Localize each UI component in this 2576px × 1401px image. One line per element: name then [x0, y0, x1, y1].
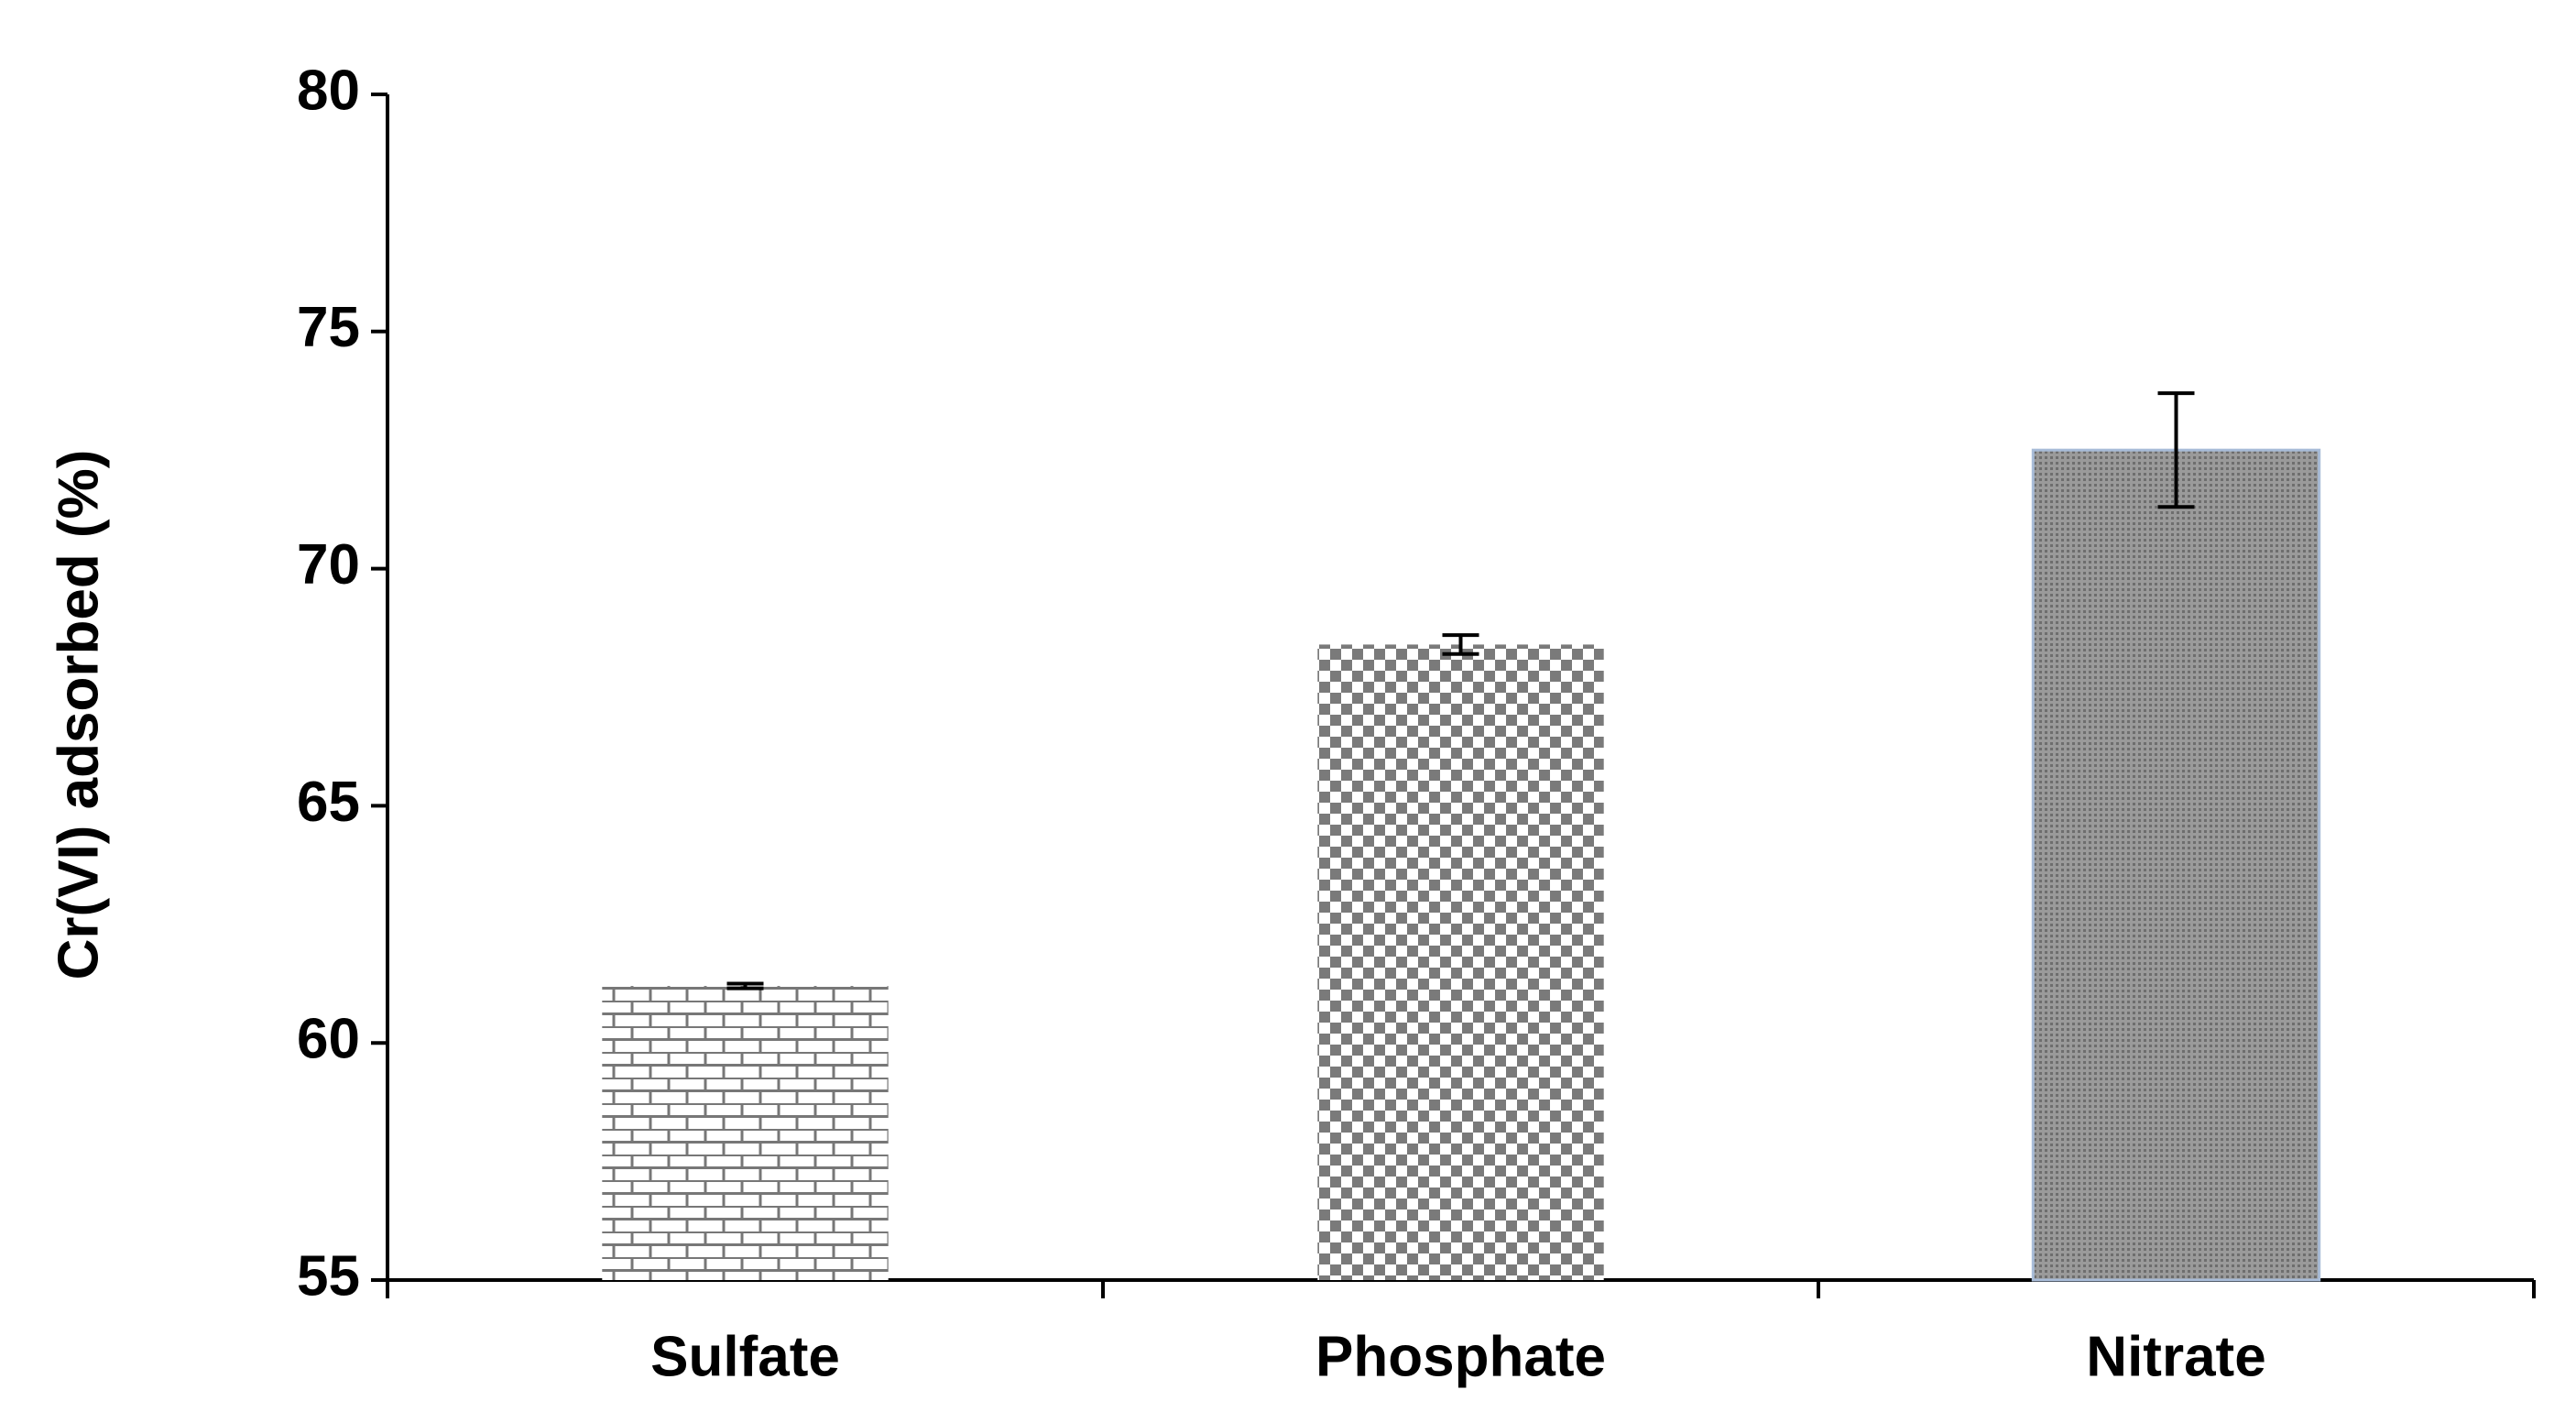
y-tick-label: 60	[297, 1008, 360, 1071]
y-axis-label: Cr(VI) adsorbed (%)	[47, 450, 110, 980]
bar	[602, 986, 889, 1280]
x-tick-label: Sulfate	[650, 1325, 840, 1388]
y-tick-label: 80	[297, 59, 360, 122]
y-tick-label: 70	[297, 533, 360, 597]
bar	[1317, 644, 1604, 1280]
bar	[2031, 448, 2321, 1282]
y-tick-label: 55	[297, 1244, 360, 1308]
y-tick-label: 75	[297, 296, 360, 359]
x-tick-label: Nitrate	[2086, 1325, 2265, 1388]
y-tick-label: 65	[297, 771, 360, 834]
x-tick-label: Phosphate	[1315, 1325, 1606, 1388]
